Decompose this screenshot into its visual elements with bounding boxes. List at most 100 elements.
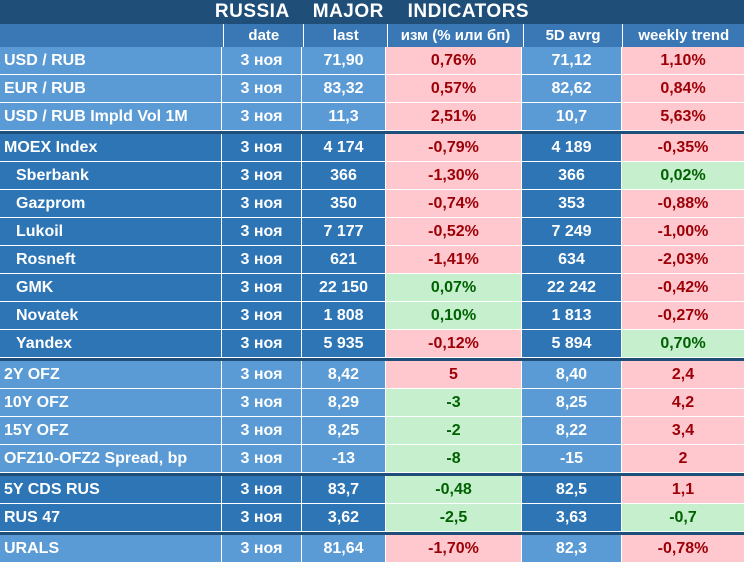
table-row: USD / RUB Impld Vol 1M 3 ноя 11,3 2,51% 10,7… [0,103,744,131]
row-5d-avg: -15 [522,445,622,472]
row-weekly-trend: -0,78% [622,535,744,562]
row-date: 3 ноя [222,162,302,189]
row-5d-avg: 71,12 [522,47,622,74]
row-name: GMK [0,274,222,301]
row-last: 366 [302,162,386,189]
row-5d-avg: 7 249 [522,218,622,245]
row-date: 3 ноя [222,47,302,74]
row-last: 1 808 [302,302,386,329]
row-weekly-trend: 5,63% [622,103,744,130]
row-change: -0,79% [386,134,522,161]
row-5d-avg: 82,3 [522,535,622,562]
table-row: MOEX Index 3 ноя 4 174 -0,79% 4 189 -0,35% [0,131,744,162]
row-5d-avg: 8,22 [522,417,622,444]
row-change: -1,70% [386,535,522,562]
row-5d-avg: 353 [522,190,622,217]
row-last: 621 [302,246,386,273]
row-date: 3 ноя [222,134,302,161]
row-name: 2Y OFZ [0,361,222,388]
table-row: Novatek 3 ноя 1 808 0,10% 1 813 -0,27% [0,302,744,330]
row-last: 8,42 [302,361,386,388]
row-last: 7 177 [302,218,386,245]
row-name: MOEX Index [0,134,222,161]
row-weekly-trend: 0,70% [622,330,744,357]
row-weekly-trend: 0,02% [622,162,744,189]
row-date: 3 ноя [222,389,302,416]
row-date: 3 ноя [222,330,302,357]
row-last: 22 150 [302,274,386,301]
row-name: 5Y CDS RUS [0,476,222,503]
row-date: 3 ноя [222,246,302,273]
row-weekly-trend: 1,1 [622,476,744,503]
row-weekly-trend: 4,2 [622,389,744,416]
row-change: -3 [386,389,522,416]
row-last: 81,64 [302,535,386,562]
row-change: -2,5 [386,504,522,531]
row-weekly-trend: 2,4 [622,361,744,388]
row-change: 0,07% [386,274,522,301]
row-weekly-trend: 1,10% [622,47,744,74]
row-change: 5 [386,361,522,388]
row-last: 83,7 [302,476,386,503]
row-change: -0,48 [386,476,522,503]
table-row: Rosneft 3 ноя 621 -1,41% 634 -2,03% [0,246,744,274]
row-change: 0,10% [386,302,522,329]
row-change: -8 [386,445,522,472]
row-weekly-trend: -0,27% [622,302,744,329]
row-date: 3 ноя [222,361,302,388]
row-weekly-trend: 3,4 [622,417,744,444]
row-change: -2 [386,417,522,444]
table-row: Gazprom 3 ноя 350 -0,74% 353 -0,88% [0,190,744,218]
row-last: 71,90 [302,47,386,74]
row-date: 3 ноя [222,417,302,444]
table-row: Sberbank 3 ноя 366 -1,30% 366 0,02% [0,162,744,190]
row-name: Lukoil [0,218,222,245]
row-change: 2,51% [386,103,522,130]
row-last: -13 [302,445,386,472]
row-date: 3 ноя [222,445,302,472]
table-row: URALS 3 ноя 81,64 -1,70% 82,3 -0,78% [0,532,744,563]
row-5d-avg: 366 [522,162,622,189]
row-change: -1,30% [386,162,522,189]
row-change: -1,41% [386,246,522,273]
table-row: 2Y OFZ 3 ноя 8,42 5 8,40 2,4 [0,358,744,389]
table-row: USD / RUB 3 ноя 71,90 0,76% 71,12 1,10% [0,47,744,75]
table-row: OFZ10-OFZ2 Spread, bp 3 ноя -13 -8 -15 2 [0,445,744,473]
table-row: EUR / RUB 3 ноя 83,32 0,57% 82,62 0,84% [0,75,744,103]
row-last: 11,3 [302,103,386,130]
row-weekly-trend: -0,42% [622,274,744,301]
row-date: 3 ноя [222,535,302,562]
row-5d-avg: 4 189 [522,134,622,161]
table-row: GMK 3 ноя 22 150 0,07% 22 242 -0,42% [0,274,744,302]
row-date: 3 ноя [222,302,302,329]
row-5d-avg: 22 242 [522,274,622,301]
row-5d-avg: 82,5 [522,476,622,503]
row-5d-avg: 634 [522,246,622,273]
table-row: Lukoil 3 ноя 7 177 -0,52% 7 249 -1,00% [0,218,744,246]
table-row: Yandex 3 ноя 5 935 -0,12% 5 894 0,70% [0,330,744,358]
row-weekly-trend: -0,88% [622,190,744,217]
row-name: USD / RUB [0,47,222,74]
row-date: 3 ноя [222,504,302,531]
row-weekly-trend: -0,35% [622,134,744,161]
row-change: 0,76% [386,47,522,74]
row-name: Novatek [0,302,222,329]
row-date: 3 ноя [222,103,302,130]
row-5d-avg: 8,25 [522,389,622,416]
row-name: 10Y OFZ [0,389,222,416]
header-date: date [224,24,305,47]
header-row: date last изм (% или бп) 5D avrg weekly … [0,24,744,47]
row-weekly-trend: -1,00% [622,218,744,245]
row-change: -0,74% [386,190,522,217]
row-name: USD / RUB Impld Vol 1M [0,103,222,130]
row-change: -0,52% [386,218,522,245]
row-last: 8,29 [302,389,386,416]
header-change: изм (% или бп) [388,24,524,47]
row-weekly-trend: -0,7 [622,504,744,531]
row-5d-avg: 10,7 [522,103,622,130]
row-name: EUR / RUB [0,75,222,102]
row-name: Rosneft [0,246,222,273]
row-name: Gazprom [0,190,222,217]
row-last: 83,32 [302,75,386,102]
